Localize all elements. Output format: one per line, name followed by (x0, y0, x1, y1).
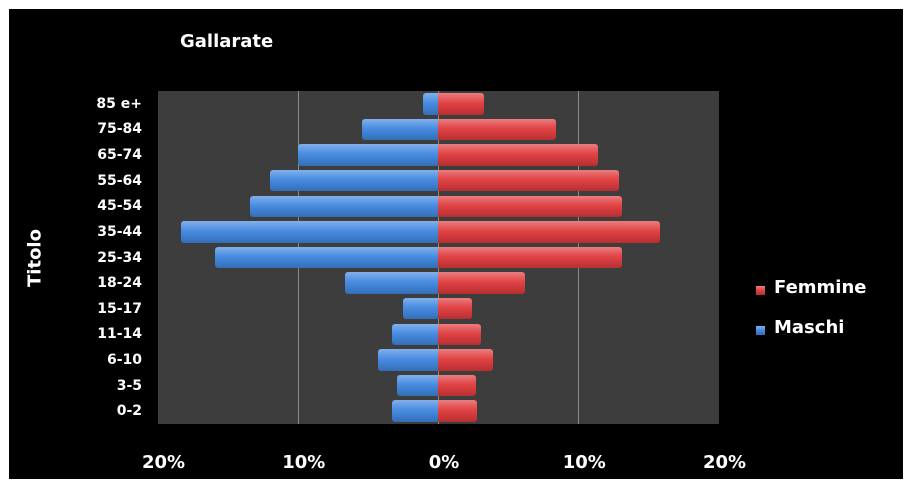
bar-femmine (438, 144, 598, 166)
bar-maschi (391, 400, 438, 422)
bar-femmine (438, 246, 622, 269)
bar-femmine (438, 272, 525, 294)
bar-femmine (438, 93, 485, 115)
legend-label-femmine: Femmine (774, 277, 867, 298)
y-tick-label: 3-5 (116, 377, 142, 394)
y-tick-label: 0-2 (116, 403, 142, 420)
bar-maschi (362, 118, 438, 141)
bar-femmine (438, 195, 622, 218)
bar-femmine (438, 169, 619, 192)
y-axis-label: Titolo (24, 229, 46, 287)
bar-femmine (438, 221, 660, 243)
bar-maschi (397, 374, 438, 397)
x-tick-label: 0% (428, 452, 460, 473)
x-tick-label: 10% (282, 452, 326, 473)
x-tick-label: 10% (562, 452, 606, 473)
y-tick-label: 18-24 (97, 275, 142, 292)
x-tick-label: 20% (702, 452, 747, 473)
bar-maschi (391, 323, 438, 346)
bar-maschi (345, 272, 438, 294)
y-tick-label: 45-54 (97, 198, 142, 215)
y-tick-label: 35-44 (97, 223, 142, 240)
y-tick-label: 65-74 (97, 147, 142, 164)
bar-maschi (377, 349, 438, 371)
bar-femmine (438, 323, 482, 346)
legend-swatch-femmine (756, 286, 765, 295)
legend-label-maschi: Maschi (774, 317, 845, 338)
bar-maschi (297, 144, 438, 166)
y-tick-label: 25-34 (97, 249, 142, 266)
bar-maschi (422, 93, 438, 115)
bar-femmine (438, 297, 472, 320)
bar-maschi (402, 297, 438, 320)
y-tick-label: 75-84 (97, 121, 142, 138)
bar-maschi (250, 195, 438, 218)
y-tick-label: 85 e+ (96, 95, 142, 112)
bar-maschi (181, 221, 438, 243)
y-tick-label: 11-14 (97, 326, 142, 343)
bar-femmine (438, 374, 476, 397)
chart-title: Gallarate (180, 31, 274, 52)
bar-femmine (438, 400, 478, 422)
y-tick-label: 15-17 (97, 300, 142, 317)
bar-maschi (215, 246, 438, 269)
y-tick-label: 55-64 (97, 172, 142, 189)
bar-femmine (438, 349, 493, 371)
y-tick-label: 6-10 (106, 351, 142, 368)
legend-swatch-maschi (756, 326, 765, 335)
x-tick-label: 20% (141, 452, 186, 473)
bar-maschi (269, 169, 438, 192)
bar-femmine (438, 118, 556, 141)
